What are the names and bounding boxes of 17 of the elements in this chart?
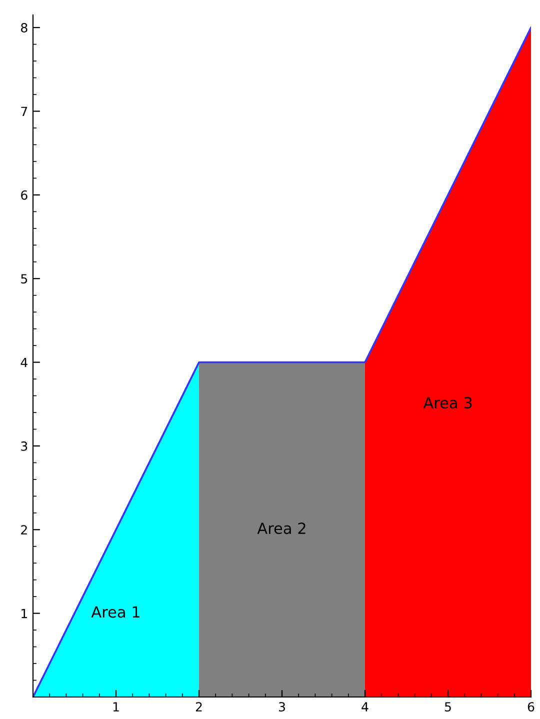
x-tick-label: 6	[528, 702, 534, 712]
annotation: Area 1	[91, 606, 140, 618]
y-tick-label: 5	[21, 274, 28, 284]
annotation: Area 3	[423, 396, 472, 409]
y-tick-label: 8	[21, 23, 28, 32]
y-tick-label: 6	[21, 190, 28, 200]
y-tick-label: 2	[21, 525, 27, 534]
y-tick-label: 4	[20, 358, 28, 368]
y-tick-label: 7	[21, 106, 28, 116]
y-tick-label: 1	[22, 608, 27, 618]
x-tick-label: 1	[113, 702, 119, 712]
x-tick-label: 5	[444, 702, 451, 712]
x-tick-label: 4	[362, 702, 368, 712]
x-tick-label: 2	[196, 702, 202, 712]
x-tick-label: 3	[278, 702, 285, 712]
annotation: Area 2	[257, 522, 306, 534]
y-tick-label: 3	[21, 441, 28, 451]
